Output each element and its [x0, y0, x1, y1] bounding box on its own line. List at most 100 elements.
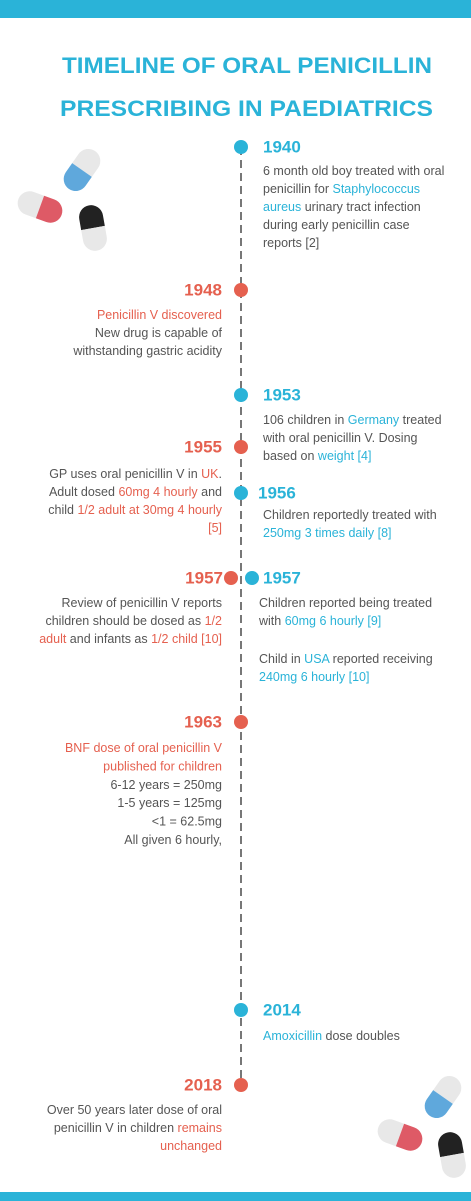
text-run: and infants as: [66, 632, 151, 646]
text-run: and: [198, 485, 222, 499]
text-run: Children reported being treated: [259, 596, 432, 610]
text-run: 106 children in: [263, 413, 348, 427]
event-text-line: Children reportedly treated with: [263, 508, 437, 522]
highlight-run: 1/2: [205, 614, 222, 628]
event-year: 1948: [184, 280, 222, 299]
event-text-line: <1 = 62.5mg: [152, 815, 222, 829]
title-line: TIMELINE OF ORAL PENICILLIN: [62, 53, 432, 78]
event-dot: [245, 571, 259, 585]
event-year: 1957: [263, 568, 301, 587]
event-text-line: Review of penicillin V reports: [62, 596, 223, 610]
pill: [14, 188, 65, 226]
timeline-event: 1948 Penicillin V discovered New drug is c…: [72, 280, 248, 358]
timeline-event: 1963 BNF dose of oral penicillin V publish…: [65, 712, 248, 847]
highlight-run: 1/2 adult at 30mg 4 hourly: [77, 503, 222, 517]
event-text-line: reports [2]: [263, 236, 319, 250]
text-run: with: [258, 614, 285, 628]
highlight-run: 60mg 4 hourly: [118, 485, 198, 499]
event-text-line: 6-12 years = 250mg: [110, 778, 222, 792]
event-text-line: withstanding gastric acidity: [72, 344, 222, 358]
text-run: Adult dosed: [49, 485, 119, 499]
highlight-run: published for children: [103, 760, 222, 774]
highlight-run: 60mg 6 hourly [9]: [285, 614, 382, 628]
event-text-line: GP uses oral penicillin V in UK.: [49, 467, 222, 481]
event-text-line: published for children: [103, 760, 222, 774]
text-run: Child in: [259, 652, 304, 666]
event-text-line: penicillin for Staphylococcus: [263, 182, 420, 196]
event-text-line: 250mg 3 times daily [8]: [263, 526, 392, 540]
text-run: Children reportedly treated with: [263, 508, 437, 522]
event-text-line: Over 50 years later dose of oral: [47, 1103, 222, 1117]
event-dot: [234, 1078, 248, 1092]
pill: [59, 144, 105, 195]
event-text-line: 106 children in Germany treated: [263, 413, 442, 427]
highlight-run: BNF dose of oral penicillin V: [65, 741, 223, 755]
text-run: with oral penicillin V. Dosing: [262, 431, 418, 445]
top-bar: [0, 0, 471, 18]
text-run: penicillin V in children: [54, 1121, 178, 1135]
event-year: 1963: [184, 712, 222, 731]
event-text-line: Amoxicillin dose doubles: [263, 1029, 400, 1043]
infographic: TIMELINE OF ORAL PENICILLIN PRESCRIBING …: [0, 0, 471, 1201]
text-run: treated: [399, 413, 441, 427]
event-dot: [234, 1003, 248, 1017]
event-text-line: Adult dosed 60mg 4 hourly and: [49, 485, 222, 499]
event-text-line: with 60mg 6 hourly [9]: [258, 614, 381, 628]
event-text-line: 6 month old boy treated with oral: [263, 164, 444, 178]
event-year: 1955: [184, 437, 222, 456]
highlight-run: Amoxicillin: [263, 1029, 322, 1043]
highlight-run: Penicillin V discovered: [97, 308, 222, 322]
highlight-run: Staphylococcus: [332, 182, 420, 196]
text-run: reports [2]: [263, 236, 319, 250]
text-run: 1-5 years = 125mg: [117, 796, 222, 810]
text-run: <1 = 62.5mg: [152, 815, 222, 829]
pill: [420, 1071, 466, 1122]
text-run: GP uses oral penicillin V in: [49, 467, 201, 481]
event-dot: [234, 715, 248, 729]
event-text-line: adult and infants as 1/2 child [10]: [39, 632, 222, 646]
event-dot: [234, 283, 248, 297]
text-run: New drug is capable of: [95, 326, 223, 340]
event-dot: [234, 140, 248, 154]
event-text-line: aureus urinary tract infection: [263, 200, 421, 214]
timeline-event: 1955 GP uses oral penicillin V in UK. Adul…: [48, 437, 248, 535]
timeline-event: 1957 Children reported being treated with …: [245, 568, 433, 684]
timeline-event: 1953106 children in Germany treatedwith …: [234, 385, 442, 463]
event-text-line: penicillin V in children remains: [54, 1121, 222, 1135]
event-text-line: with oral penicillin V. Dosing: [262, 431, 418, 445]
highlight-run: 250mg 3 times daily [8]: [263, 526, 392, 540]
text-run: reported receiving: [329, 652, 433, 666]
event-year: 1956: [258, 483, 296, 502]
highlight-run: unchanged: [160, 1139, 222, 1153]
event-text-line: children should be dosed as 1/2: [45, 614, 222, 628]
event-text-line: 1-5 years = 125mg: [117, 796, 222, 810]
highlight-run: remains: [178, 1121, 222, 1135]
text-run: penicillin for: [263, 182, 332, 196]
event-text-line: Penicillin V discovered: [97, 308, 222, 322]
text-run: withstanding gastric acidity: [72, 344, 222, 358]
timeline-event: 1956 Children reportedly treated with 250m…: [234, 483, 437, 540]
event-dot: [234, 486, 248, 500]
text-run: urinary tract infection: [301, 200, 421, 214]
pill: [436, 1130, 468, 1179]
event-year: 2018: [184, 1075, 222, 1094]
event-text-line: based on weight [4]: [263, 449, 371, 463]
highlight-run: weight [4]: [317, 449, 372, 463]
highlight-run: Germany: [348, 413, 400, 427]
text-run: 6 month old boy treated with oral: [263, 164, 444, 178]
text-run: Review of penicillin V reports: [62, 596, 223, 610]
pill: [77, 203, 109, 252]
event-dot: [224, 571, 238, 585]
highlight-run: adult: [39, 632, 67, 646]
highlight-run: 240mg 6 hourly [10]: [259, 670, 370, 684]
event-text-line: child 1/2 adult at 30mg 4 hourly: [48, 503, 222, 517]
text-run: dose doubles: [322, 1029, 400, 1043]
text-run: 6-12 years = 250mg: [110, 778, 222, 792]
highlight-run: UK: [201, 467, 219, 481]
event-text-line: Children reported being treated: [259, 596, 432, 610]
text-run: Over 50 years later dose of oral: [47, 1103, 222, 1117]
event-text-line: [5]: [208, 521, 222, 535]
timeline-event: 2018 Over 50 years later dose of oral peni…: [47, 1075, 248, 1153]
